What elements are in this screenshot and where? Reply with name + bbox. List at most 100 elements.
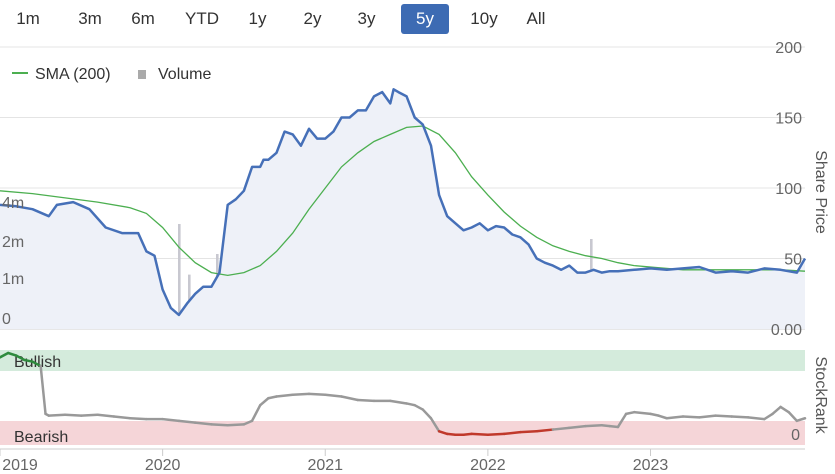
stockrank-segment	[649, 412, 660, 417]
bullish-band-label: Bullish	[14, 354, 61, 371]
stockrank-segment	[405, 402, 416, 407]
stockrank-segment	[23, 358, 34, 363]
stockrank-segment	[429, 417, 441, 433]
stockrank-segment	[15, 354, 26, 362]
stockrank-segment	[519, 430, 538, 434]
stockrank-segment	[470, 432, 490, 437]
volume-tick-label: 0	[2, 311, 11, 328]
range-button-1m[interactable]: 1m	[16, 9, 40, 28]
price-panel: 200 150 100 50 0.00 4m 2m 1m 0 Share Price	[0, 40, 829, 339]
range-button-1y[interactable]: 1y	[248, 9, 267, 28]
stockrank-segment	[193, 421, 213, 426]
stockrank-segment	[47, 413, 67, 417]
stockrank-segment	[746, 416, 766, 421]
chart-legend: SMA (200) Volume	[12, 66, 211, 83]
legend-sma-label: SMA (200)	[35, 66, 111, 83]
stockrank-segment	[275, 393, 294, 398]
stockrank-segment	[128, 417, 148, 421]
bearish-band	[0, 421, 805, 445]
stockrank-axis-title: StockRank	[812, 356, 829, 434]
stockrank-segment	[624, 410, 636, 416]
volume-bar	[178, 224, 181, 329]
legend-volume-label: Volume	[158, 66, 211, 83]
range-button-10y[interactable]: 10y	[470, 9, 498, 28]
volume-tick-label: 1m	[2, 271, 24, 288]
stockrank-segment	[486, 432, 506, 437]
stockrank-segment	[657, 414, 669, 420]
stockrank-segment	[584, 423, 603, 428]
stockrank-segment	[258, 396, 270, 407]
stockrank-segment	[779, 405, 790, 414]
stockrank-segment	[80, 413, 99, 417]
stockrank-segment	[787, 410, 799, 423]
x-tick-label: 2022	[470, 457, 506, 474]
stockrank-segment	[502, 430, 522, 436]
stockrank-segment	[665, 415, 685, 420]
volume-axis-ticks: 4m 2m 1m 0	[2, 195, 24, 328]
stockrank-zero-tick: 0	[791, 427, 800, 444]
stockrank-segment	[6, 351, 18, 357]
price-axis-title: Share Price	[812, 150, 829, 234]
price-tick-label: 0.00	[771, 322, 802, 339]
price-tick-label: 200	[775, 40, 802, 57]
stockrank-segment	[0, 351, 10, 359]
stockrank-segment	[96, 413, 116, 418]
sma-line	[0, 125, 806, 277]
stockrank-segment	[795, 417, 807, 423]
stockrank-segment	[210, 423, 229, 427]
stockrank-segment	[763, 412, 774, 421]
stockrank-segment	[608, 424, 620, 429]
stockrank-segment	[267, 395, 278, 400]
stockrank-segment	[616, 412, 628, 429]
volume-tick-label: 2m	[2, 234, 24, 251]
range-button-all[interactable]: All	[526, 9, 546, 28]
stockrank-segment	[242, 419, 254, 426]
stockrank-line	[0, 351, 807, 437]
stockrank-segment	[600, 423, 612, 428]
stockrank-segment	[291, 392, 311, 397]
price-axis-ticks: 200 150 100 50 0.00	[771, 40, 802, 339]
stockrank-segment	[226, 423, 246, 427]
range-button-3m[interactable]: 3m	[78, 9, 102, 28]
x-tick-label: 2021	[307, 457, 343, 474]
x-axis: 2019 2020 2021 2022 2023	[0, 448, 805, 474]
price-tick-label: 100	[775, 181, 802, 198]
stockrank-segment	[462, 432, 473, 437]
range-button-2y[interactable]: 2y	[303, 9, 322, 28]
range-button-6m[interactable]: 6m	[131, 9, 155, 28]
x-tick-label: 2023	[633, 457, 669, 474]
stockrank-segment	[632, 410, 652, 416]
stockrank-segment	[698, 414, 717, 419]
legend-volume-swatch	[138, 70, 146, 79]
stockrank-segment	[771, 405, 782, 416]
stockrank-segment	[421, 408, 433, 420]
volume-tick-label: 4m	[2, 195, 24, 212]
stockrank-segment	[730, 415, 750, 419]
stockrank-segment	[437, 430, 449, 436]
stockrank-segment	[340, 395, 360, 402]
stockrank-segment	[413, 403, 425, 411]
x-tick-label: 2019	[2, 457, 38, 474]
price-tick-label: 50	[784, 252, 802, 269]
range-button-3y[interactable]: 3y	[357, 9, 376, 28]
stockrank-segment	[681, 415, 701, 419]
stockrank-segment	[551, 426, 571, 431]
stockrank-segment	[31, 360, 42, 368]
stockrank-segment	[307, 392, 327, 397]
stockrank-segment	[714, 414, 734, 418]
range-button-ytd[interactable]: YTD	[185, 9, 219, 28]
x-tick-label: 2020	[145, 457, 181, 474]
stockrank-segment	[177, 419, 197, 424]
range-button-5y[interactable]: 5y	[401, 4, 449, 34]
range-selector: 1m 3m 6m YTD 1y 2y 3y 5y 10y All	[0, 4, 600, 36]
stockrank-segment	[324, 393, 343, 398]
stockrank-segment	[567, 424, 587, 430]
stockrank-segment	[161, 417, 181, 423]
stockrank-panel: Bullish Bearish 0 StockRank	[0, 350, 829, 446]
stockrank-segment	[356, 398, 376, 403]
price-area-fill	[0, 89, 805, 329]
stockrank-segment	[445, 432, 457, 437]
price-line	[0, 88, 807, 317]
stockrank-segment	[389, 399, 408, 405]
